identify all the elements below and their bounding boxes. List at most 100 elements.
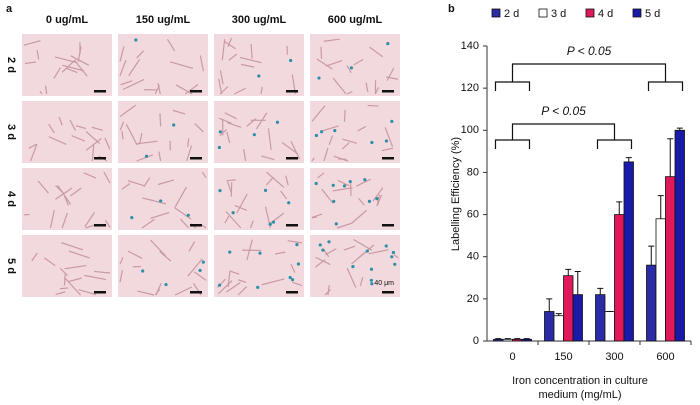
iron-stain	[314, 133, 319, 138]
iron-stain	[370, 282, 374, 286]
cell	[320, 125, 339, 132]
iron-stain	[342, 184, 347, 188]
y-tick-label: 60	[467, 208, 479, 220]
cell	[158, 151, 162, 161]
cell	[135, 140, 158, 145]
x-tick-label: 150	[554, 351, 572, 363]
y-tick-label: 0	[473, 335, 479, 347]
scale-label: 40 μm	[374, 280, 394, 287]
error-bar	[676, 127, 683, 131]
iron-stain	[218, 283, 222, 287]
cell	[61, 59, 76, 73]
cell	[128, 58, 141, 77]
legend-swatch	[585, 8, 595, 18]
iron-stain	[386, 42, 390, 46]
iron-stain	[369, 267, 374, 271]
iron-stain	[365, 249, 369, 253]
iron-stain	[290, 278, 295, 282]
micrograph	[118, 101, 208, 163]
cell	[66, 67, 78, 74]
cell	[104, 137, 111, 150]
iron-stain	[390, 119, 394, 123]
iron-stain	[363, 178, 367, 182]
cell	[84, 212, 95, 228]
error-bar	[667, 138, 674, 177]
iron-stain	[258, 251, 262, 255]
scale-bar	[94, 224, 106, 227]
iron-stain	[287, 201, 291, 205]
cell	[243, 149, 247, 162]
cell	[23, 40, 41, 46]
cell	[55, 187, 73, 200]
cell	[63, 195, 69, 206]
iron-stain	[289, 58, 293, 63]
bracket	[494, 123, 633, 149]
iron-stain	[172, 123, 176, 127]
cell	[187, 258, 203, 277]
scale-bar	[382, 157, 394, 160]
annotation: P < 0.05	[541, 104, 586, 118]
cell	[369, 46, 384, 58]
cell	[121, 182, 131, 190]
cell	[268, 212, 285, 226]
panel-label: b	[448, 3, 455, 15]
cell	[141, 218, 155, 229]
micrograph	[118, 168, 208, 230]
cell	[249, 220, 254, 229]
cell	[78, 289, 97, 296]
cell	[30, 143, 38, 162]
cell	[265, 176, 274, 186]
iron-stain	[333, 129, 337, 133]
iron-stain	[141, 269, 145, 273]
iron-stain	[351, 265, 355, 269]
iron-stain	[231, 211, 235, 215]
scale-bar	[286, 224, 298, 227]
iron-stain	[370, 140, 374, 145]
column-label: 300 ug/mL	[232, 14, 287, 26]
cell	[85, 137, 102, 151]
cell	[343, 245, 356, 251]
iron-stain	[321, 248, 325, 252]
cell	[103, 171, 111, 184]
iron-stain	[218, 188, 222, 193]
scale-bar	[190, 224, 202, 227]
row-label: 5 d	[5, 258, 17, 274]
cell	[365, 82, 369, 92]
cell	[172, 109, 186, 115]
cell	[267, 128, 272, 151]
cell	[341, 142, 350, 150]
cell	[266, 171, 285, 188]
iron-stain	[252, 133, 256, 137]
cell	[142, 197, 153, 201]
cell	[138, 133, 143, 145]
row-label: 2 d	[5, 57, 17, 73]
cell	[367, 104, 379, 107]
x-axis-label: Iron concentration in culture	[512, 375, 648, 387]
cell	[94, 270, 111, 274]
cell	[119, 104, 137, 118]
cell	[136, 50, 145, 59]
iron-stain	[275, 120, 280, 124]
iron-stain	[271, 220, 276, 224]
column-label: 0 ug/mL	[46, 14, 88, 26]
cell	[150, 212, 170, 219]
cell	[321, 188, 334, 204]
cell	[219, 70, 224, 85]
micrograph	[22, 235, 112, 297]
legend-swatch	[632, 8, 642, 18]
cell	[358, 197, 365, 206]
cell	[154, 84, 160, 95]
cell	[332, 187, 353, 192]
error-bar	[574, 270, 581, 295]
cell	[44, 85, 48, 95]
cell	[127, 250, 143, 259]
cell	[84, 274, 107, 281]
cell	[201, 171, 207, 179]
iron-stain	[296, 262, 301, 266]
cell	[169, 61, 194, 70]
cell	[59, 267, 68, 277]
cell	[274, 251, 286, 255]
column-label: 150 ug/mL	[136, 14, 191, 26]
x-tick-label: 300	[605, 351, 623, 363]
iron-stain	[295, 243, 299, 247]
